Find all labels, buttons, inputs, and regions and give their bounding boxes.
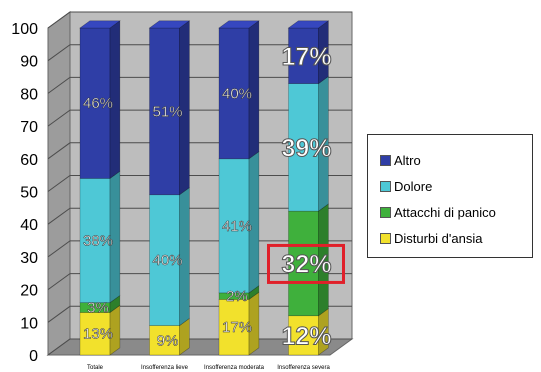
data-label-dolore: 41% — [222, 218, 252, 235]
legend-swatch-disturbi-d-ansia — [380, 232, 391, 244]
data-label-dolore: 38% — [83, 233, 113, 250]
bar-segment-disturbi-d-ansia-front — [79, 312, 111, 356]
data-label-attacchi-di-panico: 2% — [226, 288, 248, 305]
data-label-dolore: 39% — [281, 134, 331, 162]
y-tick-label: 30 — [20, 250, 38, 267]
bar-segment-altro-front — [79, 27, 111, 179]
data-label-altro: 51% — [152, 103, 182, 120]
bar-segment-altro-top — [148, 20, 191, 29]
bar-segment-altro-front — [149, 27, 180, 196]
x-tick-label: Insofferenza severa — [277, 365, 330, 371]
y-tick-label: 10 — [20, 315, 38, 332]
legend-swatch-dolore — [380, 180, 391, 192]
y-tick-label: 40 — [20, 217, 38, 234]
data-label-attacchi-di-panico: 3% — [87, 300, 109, 317]
legend-swatch-attacchi-di-panico — [380, 206, 391, 218]
legend-swatch-altro — [380, 154, 391, 166]
legend-label-dolore: Dolore — [394, 178, 433, 194]
bar-insofferenza-lieve — [148, 20, 191, 356]
y-tick-label: 100 — [11, 21, 38, 38]
bar-segment-disturbi-d-ansia-front — [218, 299, 250, 356]
data-label-disturbi-d-ansia: 13% — [83, 326, 113, 343]
bar-segment-altro-front — [218, 27, 250, 160]
legend: Altro Dolore Attacchi di panico Disturbi… — [367, 134, 533, 258]
legend-label-disturbi-d-ansia: Disturbi d'ansia — [394, 230, 483, 246]
x-tick-label: Totale — [87, 365, 104, 371]
bar-insofferenza-severa — [287, 20, 330, 356]
y-tick-label: 50 — [20, 185, 38, 202]
bar-segment-dolore-front — [149, 194, 180, 326]
segment-labels: 13% 3% 38% 46% 9% 40% 51% 17% 2% 41% 40% 12% 32% 39% 1… — [83, 42, 332, 351]
highlight-box — [267, 243, 345, 284]
legend-label-attacchi-di-panico: Attacchi di panico — [394, 204, 496, 220]
y-tick-label: 80 — [20, 86, 38, 103]
y-tick-label: 0 — [29, 348, 38, 365]
legend-label-altro: Altro — [394, 152, 421, 168]
legend-item-attacchi-di-panico: Attacchi di panico — [380, 199, 532, 225]
y-tick-label: 70 — [20, 119, 38, 136]
bar-segment-dolore-front — [79, 178, 111, 303]
y-tick-label: 90 — [20, 54, 38, 71]
data-label-disturbi-d-ansia: 17% — [222, 319, 252, 336]
y-tick-label: 60 — [20, 152, 38, 169]
bar-segment-altro-top — [218, 20, 260, 29]
data-label-altro: 17% — [281, 43, 331, 71]
x-tick-label: Insofferenza moderata — [204, 365, 265, 371]
gridline — [47, 11, 352, 29]
bar-segment-attacchi-di-panico-front — [288, 210, 319, 317]
data-label-disturbi-d-ansia: 12% — [281, 322, 331, 350]
data-label-dolore: 40% — [152, 252, 182, 269]
data-label-altro: 40% — [222, 85, 252, 102]
legend-item-altro: Altro — [380, 147, 532, 173]
y-axis-ticks: 0 10 20 30 40 50 60 70 80 90 100 — [11, 21, 38, 365]
x-tick-label: Insofferenza lieve — [141, 365, 189, 371]
bar-totale — [79, 20, 121, 356]
y-tick-label: 20 — [20, 283, 38, 300]
data-label-disturbi-d-ansia: 9% — [157, 332, 179, 349]
bars — [79, 20, 330, 356]
bar-segment-altro-top — [287, 20, 330, 29]
bar-insofferenza-moderata — [218, 20, 260, 356]
bar-segment-disturbi-d-ansia-front — [149, 325, 180, 356]
x-axis-ticks: Totale Insofferenza lieve Insofferenza mod… — [87, 365, 330, 371]
data-label-attacchi-di-panico: 32% — [281, 250, 331, 278]
bar-segment-altro-top — [79, 20, 121, 29]
legend-item-disturbi-d-ansia: Disturbi d'ansia — [380, 225, 532, 251]
highlight-rectangle — [267, 243, 345, 284]
legend-item-dolore: Dolore — [380, 173, 532, 199]
data-label-altro: 46% — [83, 95, 113, 112]
